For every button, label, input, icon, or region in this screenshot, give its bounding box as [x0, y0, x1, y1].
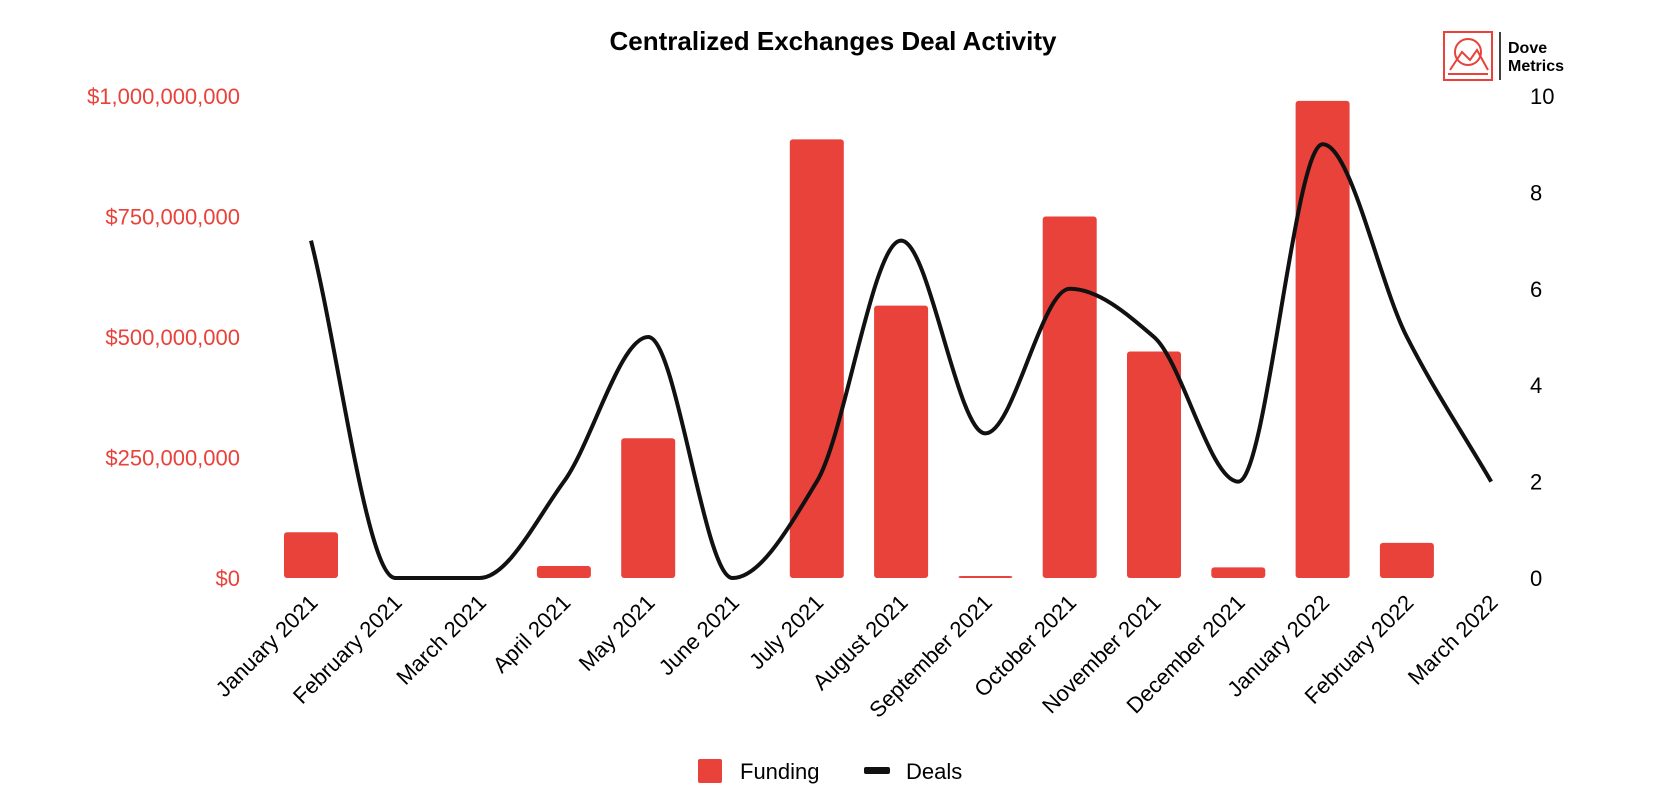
- y-left-tick-label: $500,000,000: [105, 325, 240, 350]
- legend-item-funding: Funding: [698, 759, 820, 784]
- legend: Funding Deals: [698, 759, 962, 784]
- y-right-tick-label: 6: [1530, 277, 1542, 302]
- chart-title: Centralized Exchanges Deal Activity: [610, 26, 1058, 56]
- y-right-tick-label: 2: [1530, 470, 1542, 495]
- funding-bar: [958, 576, 1013, 578]
- funding-bar: [284, 532, 338, 578]
- y-left-tick-label: $0: [216, 566, 240, 591]
- x-tick-label: May 2021: [574, 590, 660, 676]
- funding-bar: [789, 139, 844, 578]
- y-right-tick-label: 8: [1530, 180, 1542, 205]
- funding-bar: [1042, 216, 1097, 578]
- x-tick-label: June 2021: [654, 590, 744, 680]
- funding-bar: [536, 565, 591, 578]
- x-tick-label: April 2021: [488, 590, 576, 678]
- funding-bar: [1295, 100, 1350, 578]
- legend-item-deals: Deals: [864, 759, 962, 784]
- y-right-tick-label: 10: [1530, 84, 1554, 109]
- funding-bars: [284, 100, 1434, 578]
- funding-bar: [1379, 542, 1434, 578]
- y-right-tick-label: 4: [1530, 373, 1542, 398]
- logo-line2: Metrics: [1508, 58, 1564, 75]
- funding-bar: [621, 438, 676, 578]
- x-tick-label: March 2021: [391, 590, 491, 690]
- x-tick-label: March 2022: [1403, 590, 1503, 690]
- logo: Dove Metrics: [1443, 31, 1564, 81]
- deals-line: [309, 142, 1493, 581]
- y-right-tick-label: 0: [1530, 566, 1542, 591]
- legend-label-deals: Deals: [906, 759, 962, 784]
- logo-mountain-icon: [1443, 31, 1493, 81]
- y-left-tick-label: $750,000,000: [105, 205, 240, 230]
- legend-swatch-deals: [864, 767, 890, 774]
- funding-bar: [1211, 567, 1266, 578]
- y-left-tick-label: $250,000,000: [105, 446, 240, 471]
- x-tick-label: July 2021: [744, 590, 828, 674]
- y-left-tick-label: $1,000,000,000: [87, 84, 240, 109]
- y-axis-right: 0 2 4 6 8 10: [1530, 84, 1554, 591]
- y-axis-left: $0 $250,000,000 $500,000,000 $750,000,000 $1…: [87, 84, 240, 591]
- logo-line1: Dove: [1508, 40, 1547, 57]
- funding-bar: [1127, 351, 1181, 578]
- funding-bar: [874, 305, 929, 578]
- legend-label-funding: Funding: [740, 759, 820, 784]
- legend-swatch-funding: [698, 759, 722, 783]
